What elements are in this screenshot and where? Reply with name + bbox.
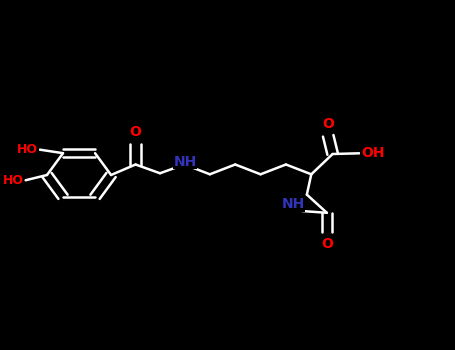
Text: HO: HO [17, 143, 38, 156]
Text: HO: HO [3, 174, 24, 187]
Text: O: O [321, 237, 333, 251]
Text: O: O [130, 125, 142, 139]
Text: NH: NH [281, 197, 304, 211]
Text: OH: OH [361, 146, 384, 160]
Text: NH: NH [173, 155, 197, 169]
Text: O: O [322, 117, 334, 131]
